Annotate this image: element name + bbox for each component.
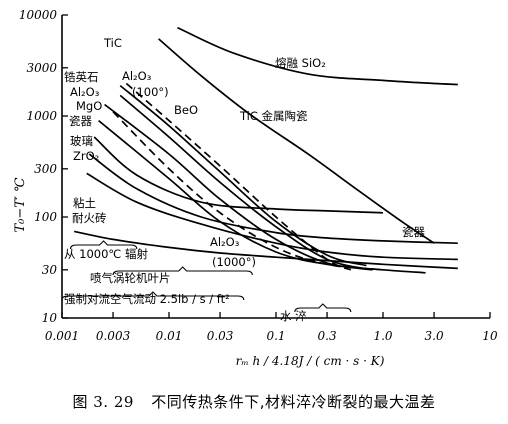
- curve-label-clay1: 粘土: [73, 196, 96, 210]
- series-line-6: [112, 111, 384, 271]
- curve-label-clay2: 耐火砖: [72, 211, 107, 225]
- condition-label-1: 喷气涡轮机叶片: [90, 271, 171, 285]
- curve-label-al100: (100°): [132, 85, 169, 99]
- y-tick-label: 100: [34, 210, 57, 224]
- curve-label-ticcermet: TiC 金属陶瓷: [239, 109, 308, 123]
- curve-label-al2o3_top: Al₂O₃: [122, 69, 152, 83]
- series-line-8: [93, 136, 384, 214]
- series-line-10: [86, 172, 458, 261]
- condition-label-0: 从 1000℃ 辐射: [64, 247, 148, 261]
- y-tick-label: 10: [42, 311, 58, 325]
- condition-label-2: 强制对流空气流动 2.5lb / s / ft²: [64, 292, 230, 306]
- y-axis-label: T₀−T′ ℃: [13, 177, 28, 233]
- series-line-2: [119, 84, 367, 267]
- series-line-0: [177, 26, 458, 86]
- curve-label-mgo: MgO: [76, 99, 102, 113]
- series-line-7: [98, 119, 426, 274]
- x-tick-label: 0.003: [96, 329, 131, 343]
- curve-label-beo: BeO: [174, 103, 198, 117]
- x-tick-label: 1.0: [373, 329, 392, 343]
- series-line-9: [88, 153, 458, 245]
- series-line-5: [104, 103, 373, 271]
- y-tick-label: 1000: [26, 109, 57, 123]
- y-tick-label: 3000: [26, 61, 57, 75]
- x-tick-label: 0.03: [207, 329, 234, 343]
- x-tick-label: 0.001: [45, 329, 79, 343]
- condition-label-3: 水 淬: [280, 309, 307, 323]
- curve-label-porcelain_right: 瓷器: [402, 225, 425, 239]
- curve-label-glass: 玻璃: [70, 134, 93, 148]
- x-axis-label: rₘ h / 4.18J / ( cm · s · K): [236, 354, 385, 368]
- caption-number: 图 3. 29: [72, 393, 134, 411]
- curve-label-zro2: ZrO₂: [73, 149, 99, 163]
- x-tick-label: 10: [482, 329, 498, 343]
- condition-bracket-3: [294, 303, 352, 313]
- condition-bracket-1: [112, 266, 253, 276]
- curve-label-al2o3_bottom: Al₂O₃: [210, 235, 240, 249]
- curve-label-porcelain_left: 瓷器: [69, 114, 92, 128]
- y-tick-label: 30: [42, 263, 58, 277]
- condition-bracket-0: [69, 240, 138, 250]
- figure-caption: 图 3. 29 不同传热条件下,材料淬冷断裂的最大温差: [0, 391, 508, 412]
- series-line-11: [74, 230, 458, 270]
- x-tick-label: 3.0: [425, 329, 444, 343]
- curve-label-al1000: (1000°): [212, 255, 256, 269]
- caption-text: 不同传热条件下,材料淬冷断裂的最大温差: [151, 393, 436, 411]
- axes: 0.001 0.003 0.01 0.03 0.1 0.3 1.0 3.0 10 10000 300…: [19, 8, 498, 343]
- x-tick-label: 0.01: [156, 329, 183, 343]
- x-tick-label: 0.3: [318, 329, 337, 343]
- series-group: [74, 26, 458, 274]
- y-tick-label: 300: [34, 162, 57, 176]
- curve-labels: 熔融 SiO₂TiCAl₂O₃(100°)锆英石Al₂O₃MgO瓷器玻璃ZrO₂…: [64, 36, 425, 269]
- condition-bracket-2: [61, 291, 245, 301]
- curve-label-tic: TiC: [103, 36, 122, 50]
- y-tick-label: 10000: [19, 8, 58, 22]
- series-line-1: [158, 38, 435, 244]
- curve-label-zircon: 锆英石: [64, 70, 99, 84]
- curve-label-sio2: 熔融 SiO₂: [275, 56, 326, 70]
- curve-label-al2o3_left: Al₂O₃: [70, 85, 100, 99]
- x-tick-label: 0.1: [266, 329, 285, 343]
